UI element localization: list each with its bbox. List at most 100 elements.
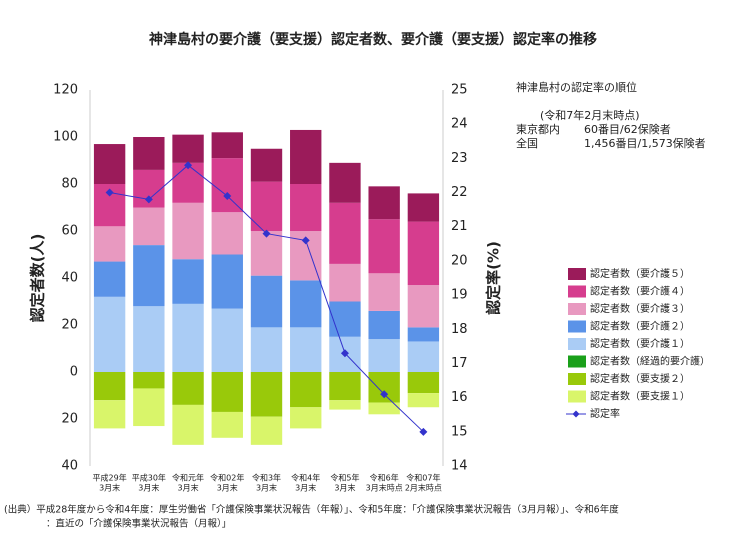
- legend-label: 認定者数（要支援１）: [590, 390, 690, 403]
- bar: [172, 303, 204, 372]
- bar: [329, 162, 361, 203]
- bar: [368, 186, 400, 220]
- bar: [407, 285, 440, 328]
- legend-label: 認定者数（要介護２）: [590, 320, 690, 333]
- bar: [250, 231, 283, 276]
- ranking-title: 神津島村の認定率の順位: [516, 80, 637, 94]
- bar: [250, 181, 283, 231]
- ranking-date: (令和7年2月末時点): [540, 108, 640, 122]
- ranking-label: 全国: [516, 136, 538, 150]
- legend-swatch: [568, 268, 586, 280]
- rate-marker: [262, 229, 271, 238]
- legend-swatch: [568, 285, 586, 298]
- bar: [133, 388, 165, 427]
- bar: [133, 137, 165, 170]
- x-tick-label: 3月末: [138, 483, 159, 493]
- bar: [211, 254, 243, 309]
- source-note: ：直近の「介護保険事業状況報告（月報）」: [46, 518, 231, 530]
- y-tick-label: 120: [53, 83, 78, 98]
- bar: [211, 132, 243, 159]
- bar: [172, 134, 204, 163]
- bar: [407, 341, 440, 372]
- source-note: (出典）平成28年度から令和4年度：厚生労働省「介護保険事業状況報告（年報）」、…: [4, 504, 619, 516]
- x-tick-label: 3月末: [99, 483, 120, 493]
- bar: [93, 372, 126, 401]
- bar: [172, 372, 204, 405]
- y-tick-label: 20: [61, 318, 78, 333]
- y-tick-label: 0: [70, 365, 78, 380]
- legend-swatch: [568, 390, 586, 403]
- x-tick-label: 令和5年: [330, 473, 359, 483]
- y2-axis-label: 認定率(%): [485, 241, 503, 315]
- bar: [172, 162, 204, 203]
- bar: [250, 372, 283, 417]
- rate-marker: [419, 427, 428, 436]
- bar: [290, 372, 322, 408]
- bar: [329, 202, 361, 264]
- legend-label: 認定者数（要介護５）: [590, 267, 690, 280]
- chart-title: 神津島村の要介護（要支援）認定者数、要介護（要支援）認定率の推移: [149, 31, 597, 48]
- bar: [172, 259, 204, 304]
- legend-label: 認定者数（要支援２）: [590, 372, 690, 385]
- x-tick-label: 2月末時点: [405, 483, 442, 493]
- ranking-value: 60番目/62保険者: [584, 122, 671, 136]
- y2-tick-label: 19: [451, 288, 468, 303]
- bar: [172, 404, 204, 445]
- bar: [133, 306, 165, 372]
- bar: [172, 202, 204, 260]
- bar: [290, 129, 322, 184]
- bar: [290, 280, 322, 328]
- bar: [250, 148, 283, 182]
- legend-label: 認定者数（要介護３）: [590, 302, 690, 315]
- bar: [93, 261, 126, 297]
- x-tick-label: 令和4年: [291, 473, 320, 483]
- bar: [329, 372, 361, 401]
- bar: [93, 144, 126, 184]
- y2-tick-label: 20: [451, 253, 468, 268]
- bar: [329, 263, 361, 302]
- bar: [368, 310, 400, 340]
- rate-marker: [223, 191, 232, 200]
- bar: [250, 275, 283, 328]
- bar: [290, 327, 322, 372]
- bar: [407, 327, 440, 342]
- y-tick-label: 40: [61, 459, 78, 474]
- bar: [211, 411, 243, 438]
- legend-swatch: [568, 320, 586, 333]
- x-tick-label: 3月末時点: [366, 483, 403, 493]
- rate-marker: [105, 188, 114, 197]
- bar: [133, 372, 165, 389]
- y-tick-label: 60: [61, 224, 78, 239]
- bar: [329, 400, 361, 410]
- bar: [211, 308, 243, 372]
- legend-swatch: [568, 303, 586, 315]
- bar: [250, 327, 283, 372]
- bar: [133, 245, 165, 307]
- bar: [329, 301, 361, 337]
- bar: [211, 372, 243, 412]
- x-tick-label: 令和6年: [370, 473, 399, 483]
- y-tick-label: 80: [61, 177, 78, 192]
- y-axis-label: 認定者数(人): [29, 234, 47, 323]
- legend-swatch: [568, 373, 586, 385]
- rate-marker: [184, 161, 193, 170]
- legend-label: 認定者数（要介護１）: [590, 337, 690, 350]
- y2-tick-label: 16: [451, 390, 468, 405]
- legend-swatch: [572, 410, 580, 418]
- bar: [368, 219, 400, 274]
- legend-swatch: [568, 338, 586, 350]
- y2-tick-label: 23: [451, 151, 468, 166]
- legend-label: 認定者数（経過的要介護）: [590, 355, 710, 368]
- bar: [93, 226, 126, 262]
- x-tick-label: 平成30年: [132, 473, 166, 483]
- x-tick-label: 3月末: [217, 483, 238, 493]
- rate-marker: [340, 349, 349, 358]
- x-tick-label: 3月末: [295, 483, 316, 493]
- x-tick-label: 令和07年: [406, 473, 440, 483]
- y-tick-label: 100: [53, 130, 78, 145]
- x-tick-label: 令和元年: [172, 473, 204, 483]
- bar: [133, 207, 165, 246]
- y-tick-label: 40: [61, 271, 78, 286]
- y2-tick-label: 24: [451, 117, 468, 132]
